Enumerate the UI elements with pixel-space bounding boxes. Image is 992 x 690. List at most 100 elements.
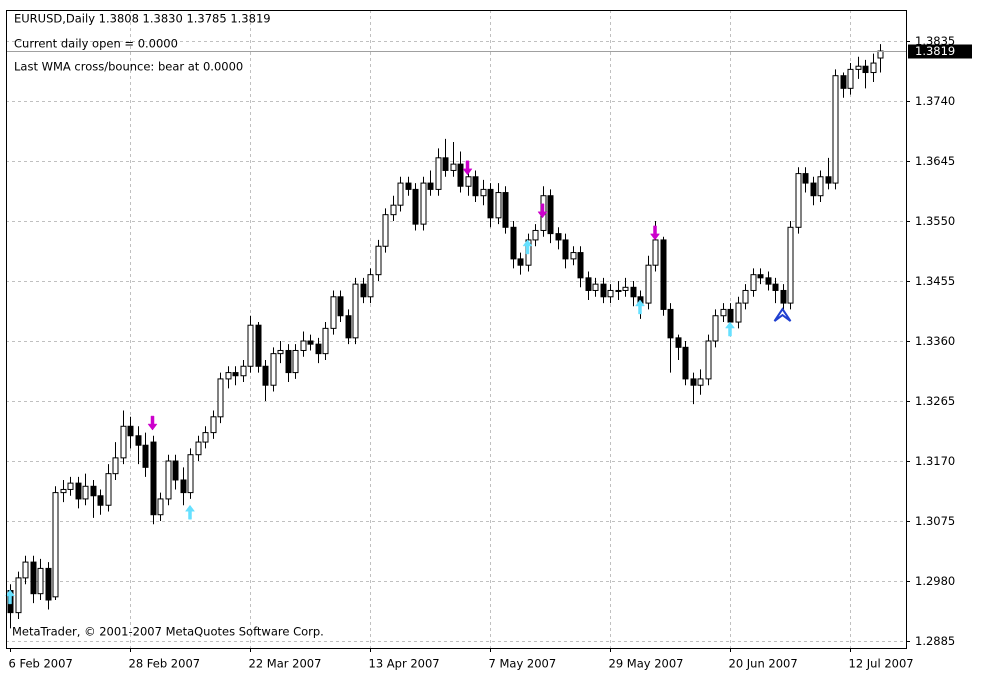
candle-body (547, 195, 554, 235)
annotation: Last WMA cross/bounce: bear at 0.0000 (14, 60, 243, 74)
candle-body (82, 485, 89, 500)
plot-frame (6, 10, 907, 649)
candle-body (337, 296, 344, 317)
y-tick-label: 1.2885 (915, 634, 955, 648)
candle-body (802, 173, 809, 184)
candle-body (277, 349, 284, 355)
candle-body (315, 343, 322, 355)
candle-body (645, 264, 652, 304)
candle-body (562, 239, 569, 260)
candle-body (180, 479, 187, 494)
candle-body (727, 308, 734, 323)
candle-body (247, 324, 254, 367)
plot (5, 44, 906, 629)
candle-body (690, 378, 697, 386)
candle-body (135, 435, 142, 446)
bull-signals (5, 589, 15, 605)
candle-body (480, 188, 487, 197)
candle-body (442, 157, 449, 171)
candle-body (795, 173, 802, 228)
price-label-box (908, 44, 972, 59)
candle-body (262, 365, 269, 386)
candle-body (457, 163, 464, 187)
candle-body (787, 226, 794, 304)
annotation: Current daily open = 0.0000 (14, 37, 178, 51)
candle-body (330, 296, 337, 329)
candle-body (67, 482, 74, 490)
y-tick-label: 1.3455 (915, 274, 955, 288)
candle-body (862, 65, 869, 74)
candle-body (555, 233, 562, 241)
bear-signals (537, 203, 548, 219)
y-tick-label: 1.3075 (915, 514, 955, 528)
candle-body (570, 252, 577, 260)
bear-signals (650, 225, 660, 241)
candle-body (270, 353, 277, 386)
candle-body (412, 188, 419, 225)
candle-body (487, 188, 494, 219)
x-tick-label: 28 Feb 2007 (129, 657, 201, 671)
candle-body (210, 416, 217, 434)
candle-body (472, 176, 479, 197)
candle-body (322, 327, 329, 355)
candle-body (157, 498, 164, 516)
candle-body (765, 277, 772, 285)
candle-body (367, 274, 374, 298)
candle-body (420, 182, 427, 225)
candle-body (142, 444, 149, 468)
candle-body (127, 425, 134, 437)
candle-body (832, 75, 839, 184)
x-tick-label: 13 Apr 2007 (369, 657, 440, 671)
y-tick-label: 1.3265 (915, 394, 955, 408)
candle-body (225, 372, 232, 380)
candle-body (652, 239, 659, 266)
candle-body (757, 274, 764, 279)
chart-title: EURUSD,Daily 1.3808 1.3830 1.3785 1.3819 (14, 12, 271, 26)
candle-body (705, 340, 712, 380)
candle-body (112, 457, 119, 475)
y-tick-label: 1.3645 (915, 154, 955, 168)
candle-body (360, 283, 367, 298)
candle-body (750, 274, 757, 291)
bear-signals (147, 415, 158, 431)
candle-body (60, 488, 67, 494)
y-tick-label: 1.3740 (915, 94, 955, 108)
candle-body (300, 340, 307, 351)
candle-body (585, 277, 592, 291)
y-tick-label: 1.2980 (915, 574, 955, 588)
y-tick-label: 1.3550 (915, 214, 955, 228)
candle-body (202, 432, 209, 443)
candle-body (810, 182, 817, 197)
candle-body (660, 239, 667, 310)
x-tick-label: 22 Mar 2007 (249, 657, 322, 671)
candle-body (150, 441, 157, 516)
candle-body (450, 163, 457, 171)
candle-body (165, 460, 172, 500)
candle-body (667, 308, 674, 339)
candle-body (840, 75, 847, 89)
candle-body (195, 441, 202, 456)
candle-body (742, 289, 749, 304)
candle-body (697, 378, 704, 386)
candle-body (97, 495, 104, 506)
candle-body (592, 283, 599, 291)
candle-body (532, 229, 539, 241)
candle-body (292, 349, 299, 374)
x-tick-label: 12 Jul 2007 (849, 657, 914, 671)
candle-body (352, 283, 359, 339)
candle-body (780, 289, 787, 304)
candle-body (255, 324, 262, 367)
grid (6, 10, 906, 648)
candle-body (720, 308, 727, 317)
y-tick-label: 1.3360 (915, 334, 955, 348)
candle-body (870, 62, 877, 74)
footer: MetaTrader, © 2001-2007 MetaQuotes Softw… (12, 625, 324, 639)
candle-body (75, 482, 82, 500)
x-tick-label: 7 May 2007 (489, 657, 557, 671)
candle-body (847, 68, 854, 89)
candle-body (52, 492, 59, 598)
candle-body (502, 192, 509, 228)
candle-body (217, 378, 224, 418)
